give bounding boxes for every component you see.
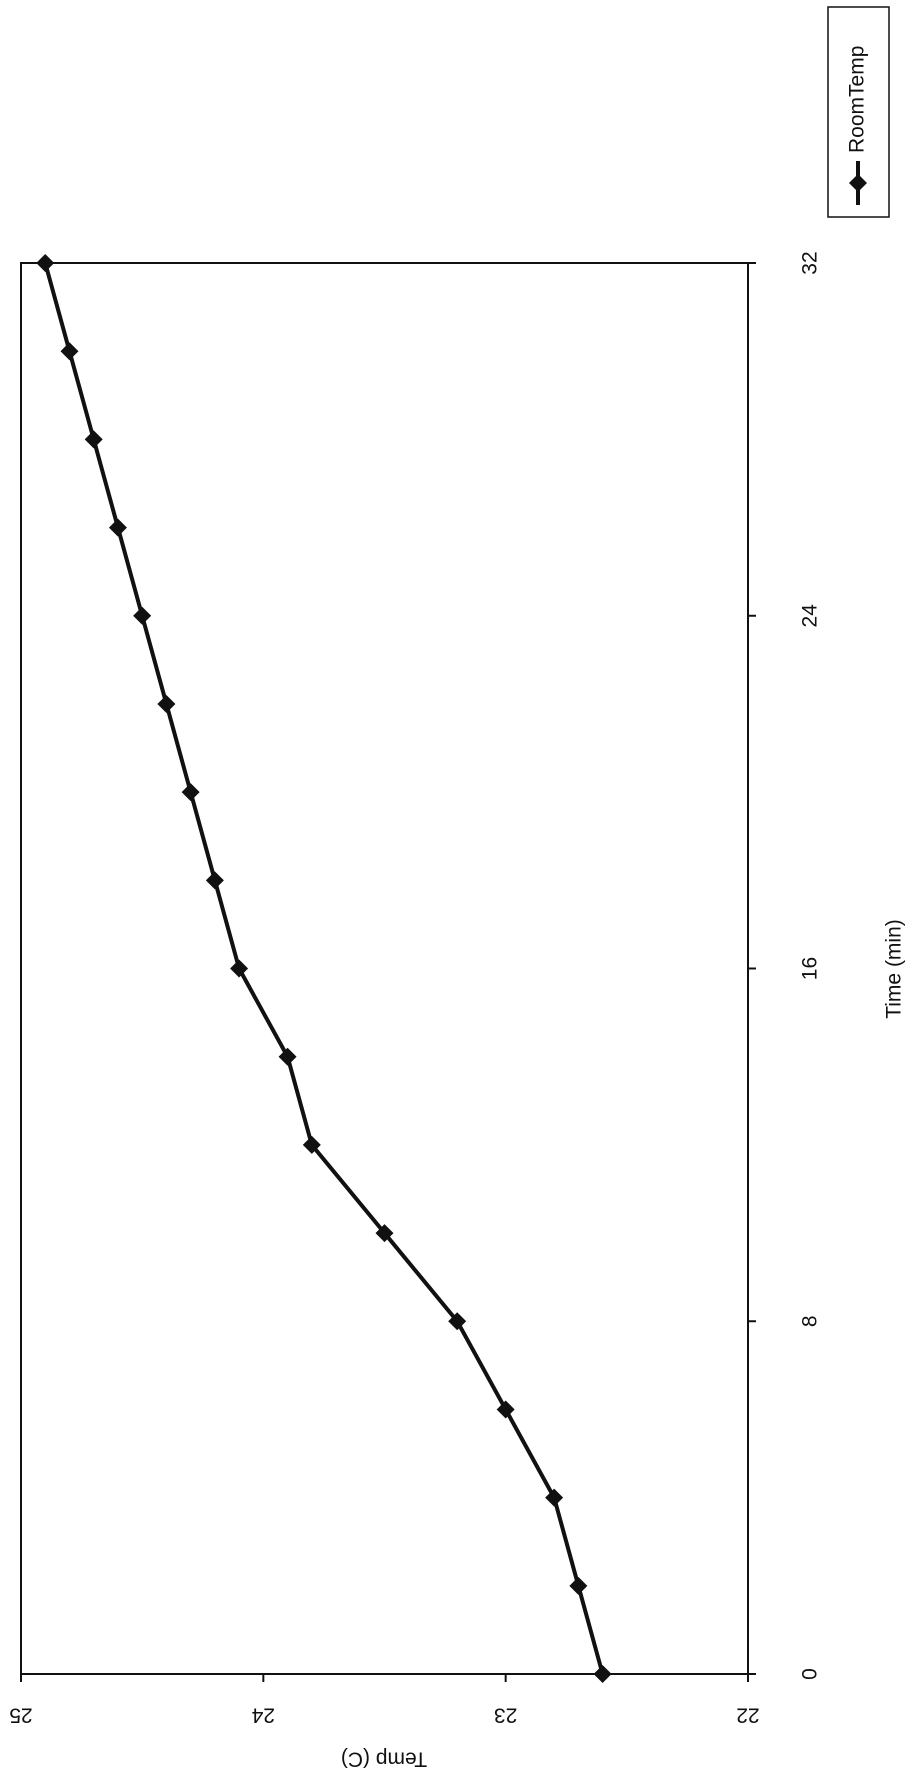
legend-marker [849,174,867,192]
marker [375,1224,394,1243]
x-tick-label: 32 [799,251,822,274]
marker [496,1400,515,1419]
series-line [43,262,605,1675]
x-tick-label: 16 [799,957,822,980]
plot-area [20,262,749,1675]
legend-label: RoomTemp [846,46,869,153]
marker [36,254,55,272]
marker [133,606,152,625]
legend-box [827,6,890,218]
marker [181,783,200,802]
y-tick-label: 24 [251,1703,275,1726]
marker [593,1665,612,1683]
marker [278,1047,297,1066]
marker [302,1135,321,1154]
x-tick-label: 24 [799,604,822,628]
marker [84,430,103,449]
y-tick-label: 23 [494,1703,517,1726]
marker [569,1576,588,1595]
marker [230,959,249,978]
y-axis-label: Temp (C) [341,1747,427,1770]
marker [448,1312,467,1331]
y-tick-label: 22 [736,1703,759,1726]
marker [545,1488,564,1507]
marker [60,342,79,361]
marker [108,518,127,537]
marker [205,871,224,890]
x-tick-label: 0 [799,1668,822,1680]
y-tick-label: 25 [9,1703,32,1726]
x-tick-label: 8 [799,1315,822,1327]
marker [157,694,176,713]
x-axis-label: Time (min) [883,919,906,1019]
